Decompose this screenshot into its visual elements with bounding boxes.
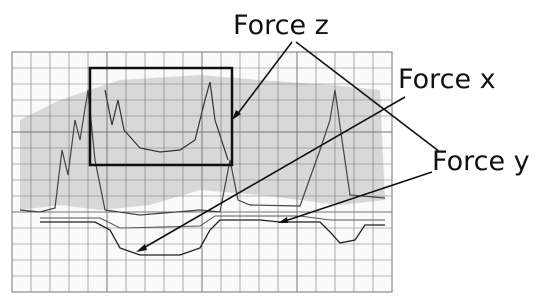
annotation-label: Force x	[398, 64, 496, 95]
annotation-label: Force z	[233, 10, 329, 41]
figure: Force z Force x Force y	[0, 0, 549, 300]
annotation-label: Force y	[432, 146, 530, 177]
grid	[12, 52, 392, 292]
